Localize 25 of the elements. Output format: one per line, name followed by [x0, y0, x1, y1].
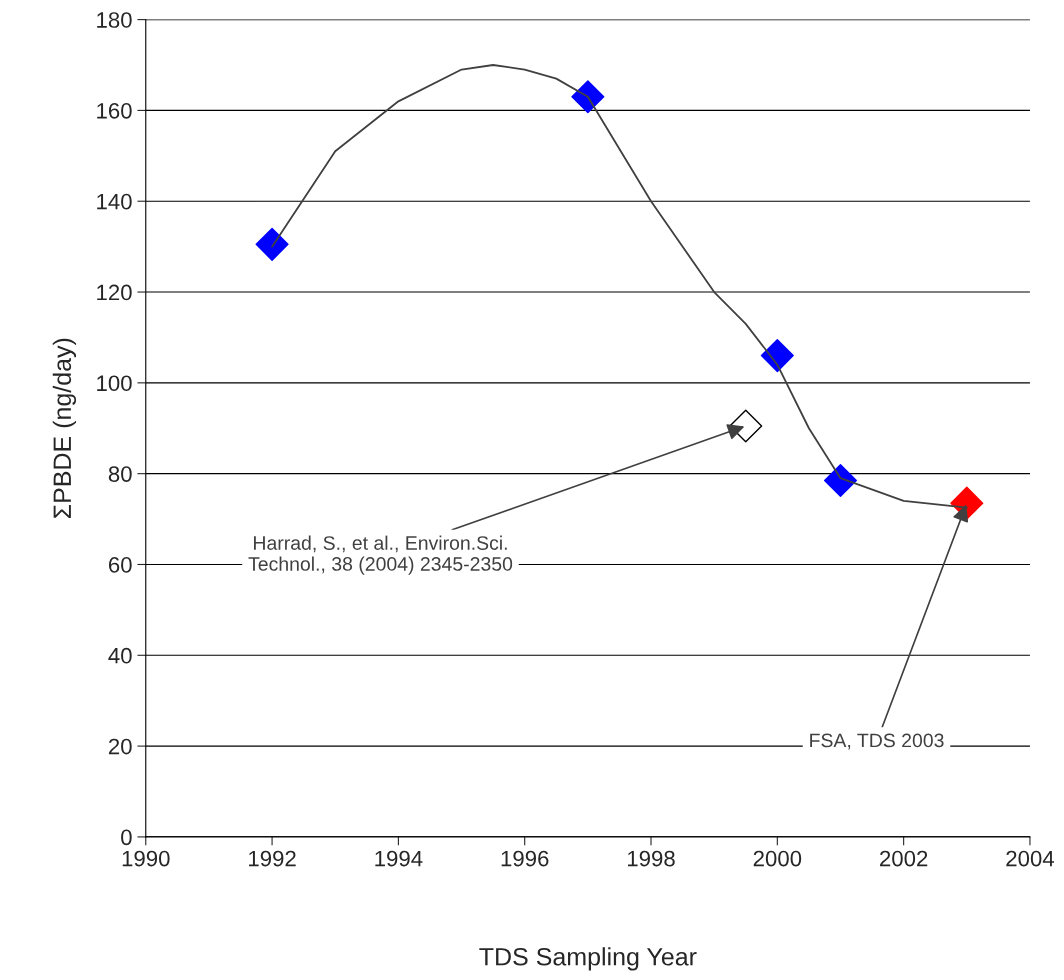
y-tick-label: 180	[97, 12, 132, 28]
point	[255, 227, 289, 261]
y-tick-label: 100	[97, 375, 132, 392]
y-tick-label: 0	[121, 829, 132, 846]
y-tick-label: 120	[97, 284, 132, 301]
y-tick-label: 40	[108, 647, 132, 664]
x-tick-label: 1992	[249, 850, 296, 867]
y-axis-title: ΣPBDE (ng/day)	[52, 338, 77, 519]
y-tick-label: 80	[108, 466, 132, 482]
y-tick-label: 20	[108, 738, 132, 755]
x-tick-label: 2000	[753, 850, 802, 867]
y-tick-label: 160	[97, 102, 132, 119]
x-tick-label: 1994	[375, 850, 423, 867]
x-tick-label: 2004	[1006, 850, 1055, 867]
x-tick-label: 1990	[122, 850, 170, 867]
y-tick-label: 60	[108, 557, 132, 573]
x-tick-label: 1996	[501, 850, 549, 867]
x-tick-label: 2002	[880, 850, 928, 867]
annotation: Harrad, S., et al., Environ.Sci. Technol., 38 (2004) 2345-2350	[248, 535, 513, 575]
annotation: FSA, TDS 2003	[810, 733, 944, 750]
x-axis-title: TDS Sampling Year	[479, 947, 697, 971]
point	[571, 80, 605, 114]
x-tick-label: 1998	[628, 850, 675, 867]
point	[760, 339, 794, 373]
y-tick-label: 140	[97, 193, 132, 210]
